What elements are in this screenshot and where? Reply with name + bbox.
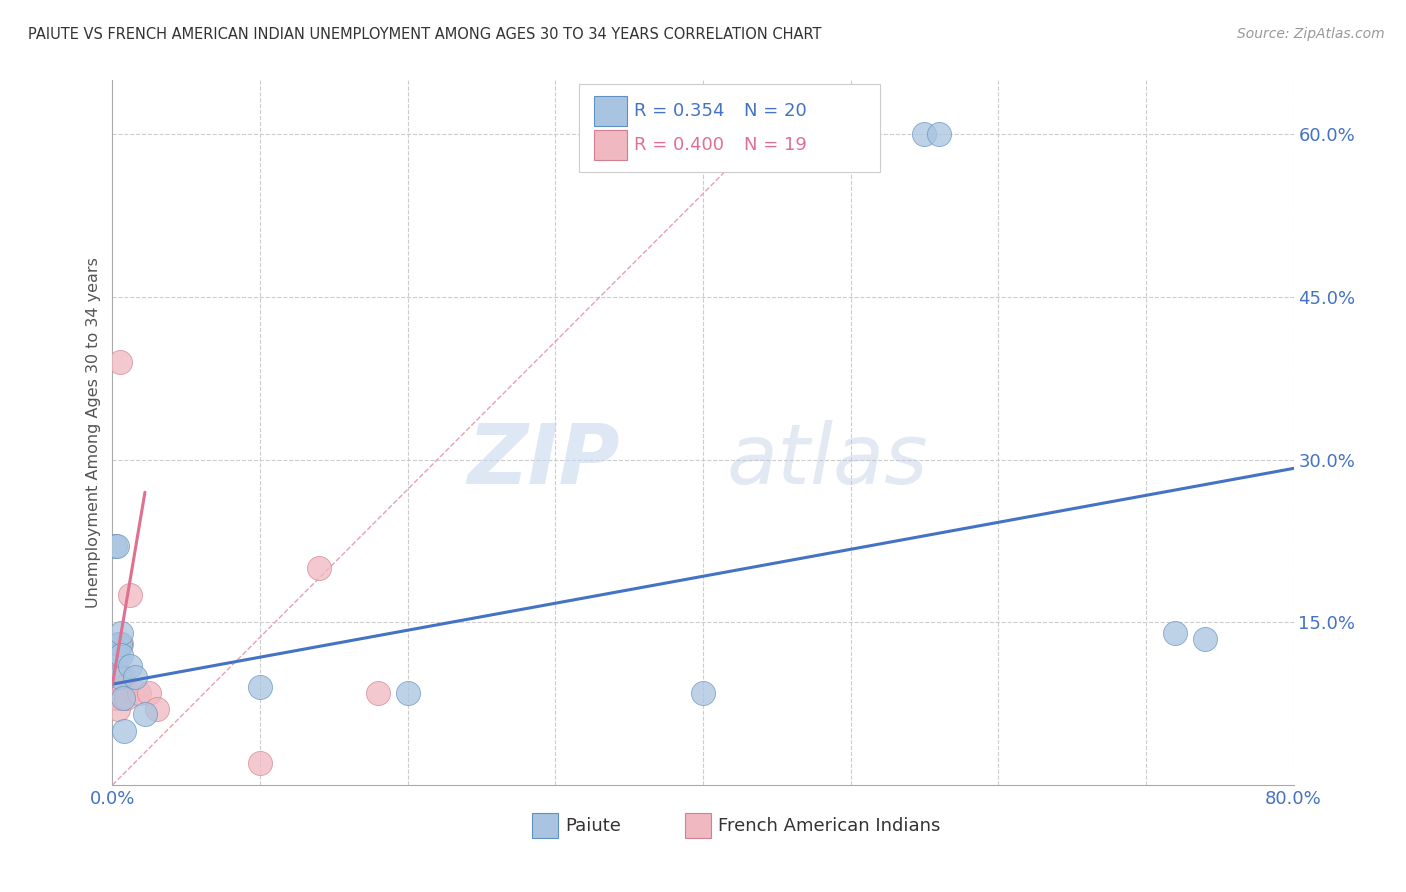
Point — [107, 648, 129, 662]
Point — [914, 128, 936, 142]
Point — [105, 540, 128, 554]
Text: French American Indians: French American Indians — [718, 817, 941, 835]
Point — [120, 588, 142, 602]
Point — [138, 686, 160, 700]
FancyBboxPatch shape — [685, 814, 711, 838]
Point — [108, 637, 131, 651]
Point — [110, 626, 132, 640]
Point — [120, 658, 142, 673]
FancyBboxPatch shape — [579, 84, 880, 172]
Point — [249, 756, 271, 771]
Point — [112, 681, 135, 695]
Point — [107, 702, 129, 716]
Y-axis label: Unemployment Among Ages 30 to 34 years: Unemployment Among Ages 30 to 34 years — [86, 257, 101, 608]
Point — [104, 540, 127, 554]
Point — [103, 669, 125, 683]
Point — [108, 355, 131, 369]
Point — [128, 686, 150, 700]
Point — [104, 681, 127, 695]
Text: PAIUTE VS FRENCH AMERICAN INDIAN UNEMPLOYMENT AMONG AGES 30 TO 34 YEARS CORRELAT: PAIUTE VS FRENCH AMERICAN INDIAN UNEMPLO… — [28, 27, 821, 42]
FancyBboxPatch shape — [531, 814, 558, 838]
Text: R = 0.400: R = 0.400 — [634, 136, 724, 154]
Text: R = 0.354: R = 0.354 — [634, 103, 725, 120]
Point — [105, 691, 128, 706]
FancyBboxPatch shape — [595, 96, 627, 126]
Point — [105, 691, 128, 706]
Point — [396, 686, 419, 700]
Point — [112, 723, 135, 738]
Point — [110, 637, 132, 651]
Text: Paiute: Paiute — [565, 817, 620, 835]
Text: N = 20: N = 20 — [744, 103, 807, 120]
Point — [249, 681, 271, 695]
Point — [308, 561, 330, 575]
Point — [107, 691, 129, 706]
Point — [124, 669, 146, 683]
FancyBboxPatch shape — [595, 130, 627, 160]
Point — [107, 637, 129, 651]
Text: ZIP: ZIP — [467, 420, 620, 501]
Point — [367, 686, 389, 700]
Point — [108, 637, 131, 651]
Text: N = 19: N = 19 — [744, 136, 807, 154]
Point — [1164, 626, 1187, 640]
Point — [110, 648, 132, 662]
Point — [134, 707, 156, 722]
Point — [114, 691, 136, 706]
Text: atlas: atlas — [727, 420, 928, 501]
Point — [146, 702, 169, 716]
Text: Source: ZipAtlas.com: Source: ZipAtlas.com — [1237, 27, 1385, 41]
Point — [928, 128, 950, 142]
Point — [1194, 632, 1216, 646]
Point — [111, 691, 134, 706]
Point — [692, 686, 714, 700]
Point — [111, 669, 134, 683]
Point — [108, 669, 131, 683]
